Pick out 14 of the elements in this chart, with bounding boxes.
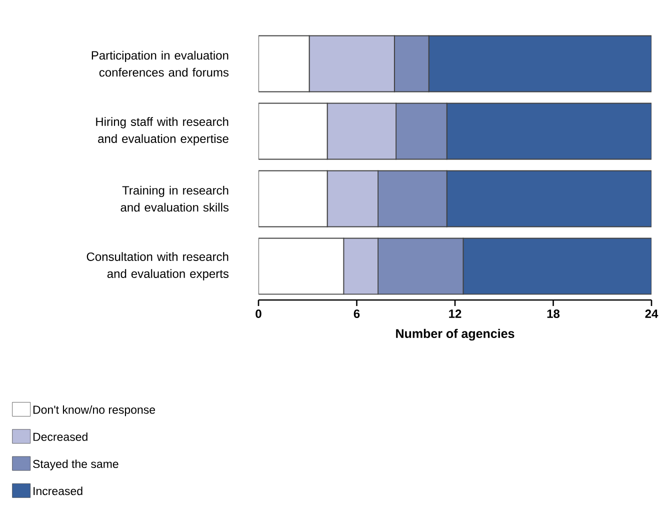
x-tick-label: 0: [256, 310, 262, 318]
y-tick-label: Training in research and evaluation skills: [120, 186, 229, 212]
legend-label: Decreased: [33, 432, 88, 441]
x-tick-label: 12: [449, 310, 462, 318]
y-tick-label: Participation in evaluation conferences and forums: [92, 50, 229, 77]
x-axis-title: Number of agencies: [396, 328, 514, 341]
y-tick-label: Hiring staff with research and evaluation expertise: [96, 117, 228, 146]
x-tick-label: 24: [645, 310, 658, 318]
legend-label: Don't know/no response: [33, 405, 156, 416]
legend-label: Increased: [34, 486, 82, 496]
x-tick-label: 6: [354, 310, 360, 318]
y-tick-label: Consultation with research and evaluation experts: [86, 252, 229, 280]
x-tick-label: 18: [547, 310, 560, 318]
legend-label: Stayed the same: [33, 460, 118, 470]
